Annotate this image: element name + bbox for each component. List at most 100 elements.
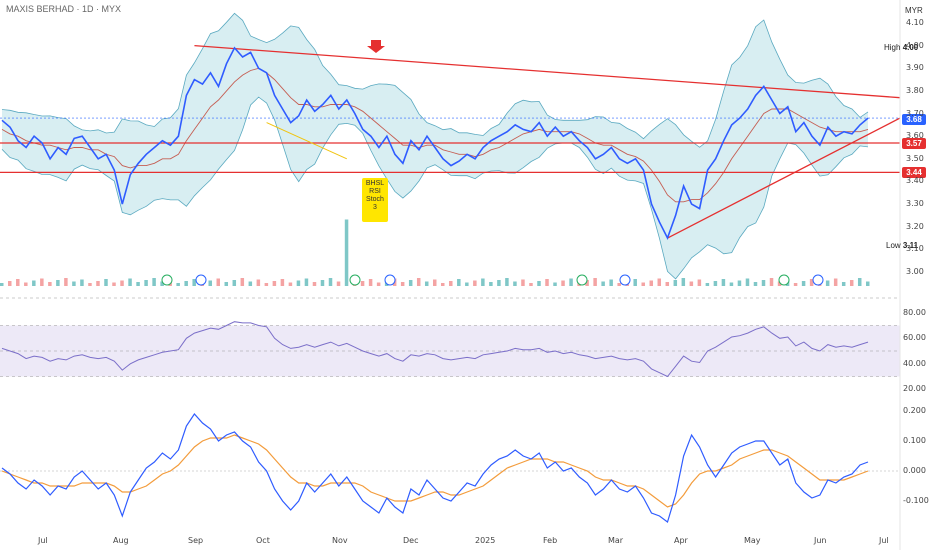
volume-bar (665, 282, 670, 286)
dividend-marker-icon (619, 274, 631, 286)
volume-bar (689, 281, 694, 286)
volume-bar (416, 278, 421, 286)
price-axis-tick: 3.80 (906, 85, 924, 95)
rsi-axis-tick: 60.00 (903, 333, 926, 343)
earnings-marker-icon (576, 274, 588, 286)
volume-bar (424, 281, 429, 286)
low-label: Low 3.11 (886, 241, 919, 250)
volume-bar (497, 280, 501, 286)
volume-bar (288, 282, 293, 286)
volume-bar (16, 279, 20, 286)
volume-bar (521, 279, 525, 286)
volume-bar (617, 283, 621, 286)
volume-bar (457, 279, 461, 286)
volume-bar (272, 281, 277, 286)
volume-bar (152, 278, 156, 286)
volume-bar (433, 279, 437, 286)
volume-bar (705, 283, 710, 286)
price-axis-tick: 3.20 (906, 221, 924, 231)
volume-bar (376, 282, 381, 286)
volume-bar (56, 280, 60, 286)
macd-axis-tick: 0.000 (903, 466, 926, 475)
yellow-trend-line (266, 122, 348, 160)
uptrend-line (667, 117, 901, 239)
chart-title: MAXIS BERHAD · 1D · MYX (6, 4, 122, 14)
volume-bar (866, 281, 870, 286)
volume-bar (553, 282, 557, 286)
volume-bar (513, 281, 517, 286)
dividend-marker-icon (195, 274, 207, 286)
volume-bar (753, 282, 758, 286)
volume-bar (304, 278, 309, 286)
volume-bar (176, 283, 180, 286)
down-arrow-icon (367, 40, 385, 53)
volume-bar (280, 279, 285, 286)
volume-bar (216, 278, 220, 286)
volume-bar (120, 280, 124, 286)
volume-bar (569, 278, 573, 286)
volume-bar (360, 281, 365, 286)
volume-bar (144, 280, 148, 286)
volume-bar (609, 279, 613, 286)
volume-bar (793, 283, 798, 286)
volume-bar (761, 280, 766, 286)
volume-bar (633, 279, 637, 286)
volume-bar (681, 278, 686, 286)
volume-bar (184, 281, 188, 286)
volume-bar (400, 282, 405, 286)
volume-bar (40, 278, 44, 286)
volume-bar (481, 278, 485, 286)
price-axis-tick: 3.60 (906, 131, 924, 141)
volume-bar (96, 281, 100, 286)
x-axis-tick: Nov (332, 536, 348, 545)
price-axis-tick: 3.70 (906, 108, 924, 118)
bollinger-lower-line (1, 96, 869, 280)
x-axis-tick: Feb (543, 536, 558, 545)
earnings-marker-icon (778, 274, 790, 286)
volume-bar (489, 282, 493, 286)
earnings-marker-icon (161, 274, 173, 286)
volume-bar (713, 281, 718, 286)
volume-bar (160, 281, 164, 286)
volume-bar (208, 280, 212, 286)
x-axis-tick: Jul (879, 536, 889, 545)
note-line: Stoch (366, 196, 384, 203)
note-line: 3 (373, 204, 377, 211)
volume-bar (465, 282, 469, 286)
volume-bar (657, 278, 662, 286)
volume-bar (264, 283, 269, 286)
volume-bar (104, 279, 108, 286)
earnings-marker-icon (349, 274, 361, 286)
volume-bar (601, 281, 605, 286)
bollinger-band-fill (2, 13, 868, 279)
volume-bar (64, 278, 68, 286)
volume-bar (777, 281, 782, 286)
volume-bar (0, 283, 4, 286)
volume-bar (473, 280, 477, 286)
volume-bar (673, 280, 678, 286)
x-axis-tick: Aug (113, 536, 129, 545)
currency-label: MYR (905, 6, 923, 15)
rsi-axis-tick: 80.00 (903, 307, 926, 317)
high-label: High 4.00 (884, 43, 919, 52)
dividend-marker-icon (384, 274, 396, 286)
volume-bar (368, 279, 373, 286)
macd-axis-tick: 0.200 (903, 406, 926, 415)
volume-bar (128, 278, 132, 286)
volume-bar (849, 280, 854, 286)
volume-bar (296, 280, 301, 286)
volume-bar (88, 283, 92, 286)
volume-bar (336, 281, 341, 286)
price-axis-tick: 3.10 (906, 244, 924, 254)
volume-bar (8, 281, 12, 286)
volume-bar (408, 280, 413, 286)
volume-bar (561, 280, 565, 286)
downtrend-line (194, 44, 901, 99)
volume-bar (537, 281, 541, 286)
volume-bar (80, 279, 84, 286)
signal-note: BHSL RSI Stoch 3 (362, 178, 388, 222)
volume-bar (809, 279, 814, 286)
macd-axis-tick: -0.100 (903, 496, 929, 505)
x-axis-tick: May (744, 536, 761, 545)
